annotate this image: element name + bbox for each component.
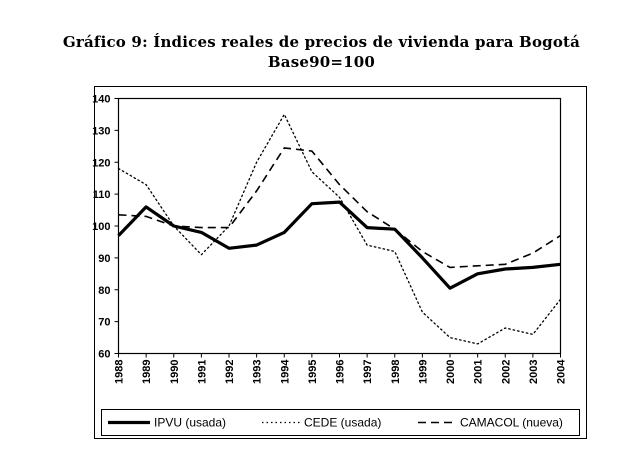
y-tick-label: 70	[98, 317, 110, 329]
x-tick-label: 1997	[362, 360, 374, 384]
legend-label-1: IPVU (usada)	[154, 416, 226, 430]
x-tick-label: 2004	[556, 359, 568, 384]
legend-box	[101, 409, 580, 436]
chart-subtitle: Base90=100	[267, 53, 376, 71]
y-tick-label: 120	[92, 157, 110, 169]
x-tick-label: 1991	[196, 360, 208, 384]
series-line-3	[118, 147, 561, 269]
chart-frame	[94, 86, 587, 439]
x-tick-label: 2003	[528, 360, 540, 384]
x-tick-label: 1988	[114, 360, 126, 384]
x-tick-label: 1990	[169, 360, 181, 384]
y-tick-label: 80	[98, 285, 110, 297]
x-axis: 1988 1989 1990 1991 1992 1993 1994 1995 1996 1997…	[114, 353, 568, 384]
x-tick-label: 1996	[335, 360, 347, 384]
x-tick-label: 1999	[417, 360, 429, 384]
y-tick-label: 130	[92, 125, 110, 137]
y-tick-label: 60	[98, 349, 110, 361]
y-tick-label: 140	[92, 94, 110, 106]
legend-label-2: CEDE (usada)	[304, 416, 381, 430]
y-tick-label: 100	[92, 221, 110, 233]
legend: IPVU (usada) CEDE (usada) CAMACOL (nueva)	[108, 416, 563, 430]
x-tick-label: 1989	[141, 360, 153, 384]
series-line-2	[117, 113, 562, 345]
x-tick-label: 1998	[390, 360, 402, 384]
x-tick-label: 2002	[500, 360, 512, 384]
y-tick-label: 110	[93, 189, 111, 201]
y-tick-label: 90	[98, 253, 110, 265]
x-tick-label: 1992	[224, 360, 236, 384]
y-axis: 60 70 80 90 100 110 120 130 140	[92, 94, 119, 361]
x-tick-label: 2000	[445, 360, 457, 384]
x-tick-label: 1993	[252, 360, 264, 384]
series-line-1	[117, 200, 561, 290]
chart-title: Gráfico 9: Índices reales de precios de …	[62, 33, 581, 51]
x-tick-label: 2001	[473, 360, 485, 384]
x-tick-label: 1994	[279, 359, 291, 384]
x-tick-label: 1995	[307, 360, 319, 384]
series-layer	[117, 113, 562, 345]
legend-label-3: CAMACOL (nueva)	[460, 416, 563, 430]
